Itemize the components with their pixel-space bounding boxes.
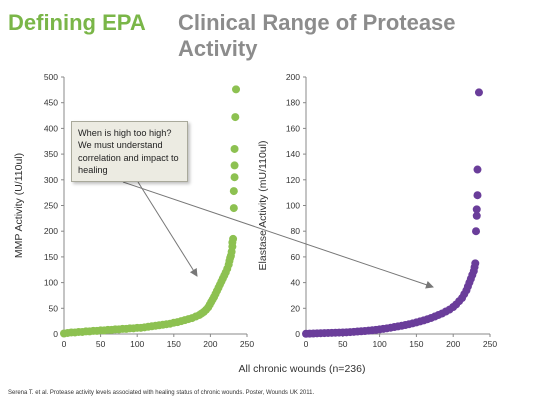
mmp-x-tick-label: 250 [240,339,254,349]
mmp-y-tick-label: 300 [44,175,58,185]
callout-arrow-mmp [137,181,198,277]
elastase-x-tick-label: 50 [338,339,348,349]
mmp-data-point [230,144,239,153]
mmp-x-tick-label: 150 [167,339,181,349]
callout-arrows [122,181,434,289]
elastase-x-tick-label: 100 [373,339,387,349]
mmp-x-tick-label: 50 [96,339,106,349]
mmp-data-point [232,85,241,94]
elastase-data-point [473,191,482,200]
mmp-x-tick-label: 200 [203,339,217,349]
mmp-y-tick-label: 500 [44,72,58,82]
shared-x-axis-label: All chronic wounds (n=236) [239,363,366,375]
mmp-chart: 0 50 100 150 200 250 300 350 400 450 500 0 50 100 150 2… [13,72,254,349]
mmp-data-point [230,173,239,182]
mmp-data-point [229,234,238,243]
mmp-data-point [229,204,238,213]
elastase-y-tick-label: 100 [286,201,300,211]
mmp-data-point [230,161,239,170]
callout-arrow-elastase [122,181,434,289]
elastase-y-axis-label: Elastase Activity (mU/110ul) [257,141,269,271]
mmp-y-tick-label: 0 [53,329,58,339]
elastase-data-point [472,205,481,214]
mmp-data-point [231,113,240,122]
elastase-y-tick-label: 60 [291,252,301,262]
elastase-chart: 0 20 40 60 80 100 120 140 160 180 200 0 50 100 150 200 2… [257,72,497,349]
callout-box: When is high too high? We must understan… [71,121,188,182]
mmp-y-tick-label: 450 [44,98,58,108]
elastase-data-point [471,259,480,268]
elastase-y-tick-label: 160 [286,123,300,133]
elastase-x-tick-label: 150 [409,339,423,349]
elastase-y-tick-label: 80 [291,226,301,236]
mmp-y-axis-label: MMP Activity (U/110ul) [13,153,25,258]
mmp-x-tick-label: 100 [130,339,144,349]
mmp-y-tick-label: 100 [44,278,58,288]
mmp-y-tick-label: 200 [44,226,58,236]
slide-title-right: Clinical Range of Protease Activity [178,10,456,61]
mmp-y-tick-label: 150 [44,252,58,262]
elastase-y-tick-label: 0 [295,329,300,339]
elastase-y-tick-label: 120 [286,175,300,185]
elastase-x-tick-label: 250 [483,339,497,349]
citation-text: Serena T. et al. Protease activity level… [8,390,315,396]
elastase-x-tick-label: 200 [446,339,460,349]
elastase-y-tick-label: 40 [291,278,301,288]
mmp-x-tick-label: 0 [62,339,67,349]
elastase-y-tick-label: 140 [286,149,300,159]
elastase-y-tick-label: 200 [286,72,300,82]
elastase-data-point [472,227,481,236]
elastase-data-point [473,165,482,174]
elastase-data-point [474,88,483,97]
mmp-y-tick-label: 50 [49,303,59,313]
mmp-y-tick-label: 400 [44,123,58,133]
elastase-x-tick-label: 0 [304,339,309,349]
mmp-data-point [229,187,238,196]
elastase-y-tick-label: 20 [291,303,301,313]
slide-title-left: Defining EPA [8,10,146,35]
mmp-y-tick-label: 350 [44,149,58,159]
elastase-y-tick-label: 180 [286,98,300,108]
elastase-data-point [472,211,481,220]
mmp-y-tick-label: 250 [44,201,58,211]
